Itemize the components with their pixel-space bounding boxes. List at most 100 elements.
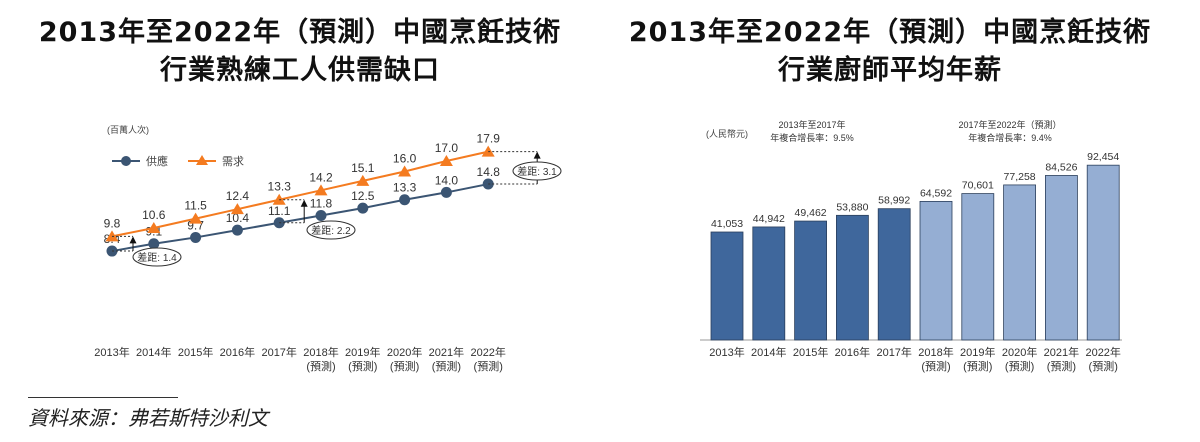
cagr-period: 2017年至2022年（預測） xyxy=(958,119,1061,130)
data-label-demand: 9.8 xyxy=(104,216,121,230)
bar xyxy=(877,208,911,341)
x-tick-label: 2015年 xyxy=(793,345,828,359)
bar-value-label: 64,592 xyxy=(920,187,952,199)
demand-point xyxy=(398,165,412,177)
bar xyxy=(752,226,786,341)
x-tick-label: 2021年 xyxy=(1044,345,1079,359)
source-note: 資料來源：弗若斯特沙利文 xyxy=(28,406,268,430)
right-title-line1: 2013年至2022年（預測）中國烹飪技術 xyxy=(628,17,1152,48)
x-tick-label: 2016年 xyxy=(835,345,870,359)
x-tick-label-forecast: (預測) xyxy=(963,359,992,373)
gap-arrow-head xyxy=(300,199,308,207)
demand-point xyxy=(230,203,244,215)
x-tick-label-forecast: (預測) xyxy=(390,359,419,373)
data-label-demand: 16.0 xyxy=(393,151,417,165)
x-tick-label: 2018年 xyxy=(918,345,953,359)
unit-label: (百萬人次) xyxy=(107,124,149,135)
x-tick-label: 2020年 xyxy=(387,345,422,359)
x-tick-label: 2022年 xyxy=(470,345,505,359)
cagr-period: 2013年至2017年 xyxy=(778,119,845,130)
x-tick-label: 2018年 xyxy=(303,345,338,359)
x-tick-label: 2013年 xyxy=(709,345,744,359)
gap-label: 差距: 1.4 xyxy=(137,251,177,264)
x-tick-label-forecast: (預測) xyxy=(1005,359,1034,373)
gap-label: 差距: 2.2 xyxy=(311,224,351,237)
gap-ellipse xyxy=(512,161,562,181)
legend-demand-label: 需求 xyxy=(222,155,244,168)
left-title-line2: 行業熟練工人供需缺口 xyxy=(160,55,440,86)
gap-arrow-head xyxy=(129,236,137,244)
footer-divider xyxy=(28,397,178,398)
supply-point xyxy=(440,186,452,198)
series-line-supply xyxy=(111,183,489,253)
x-tick-label: 2014年 xyxy=(751,345,786,359)
data-label-supply: 13.3 xyxy=(393,181,417,195)
gap-label: 差距: 3.1 xyxy=(517,165,557,178)
bar xyxy=(919,200,953,341)
bar-value-label: 77,258 xyxy=(1004,171,1036,183)
supply-point xyxy=(231,224,243,236)
bar-value-label: 53,880 xyxy=(836,201,868,213)
demand-point xyxy=(439,155,453,167)
x-tick-label: 2013年 xyxy=(94,345,129,359)
bar xyxy=(836,214,869,341)
series-line-demand xyxy=(111,150,489,238)
x-tick-label-forecast: (預測) xyxy=(1047,359,1076,373)
data-label-supply: 10.4 xyxy=(226,211,250,225)
right-chart-title: 2013年至2022年（預測）中國烹飪技術 行業廚師平均年薪 xyxy=(610,14,1170,90)
bar-value-label: 70,601 xyxy=(962,180,994,192)
supply-point xyxy=(148,238,160,250)
x-tick-label: 2021年 xyxy=(429,345,464,359)
bar-value-label: 44,942 xyxy=(753,213,785,225)
x-tick-label: 2014年 xyxy=(136,345,171,359)
legend-supply-label: 供應 xyxy=(146,154,168,168)
data-label-demand: 17.0 xyxy=(435,141,459,155)
demand-point xyxy=(356,174,370,186)
x-tick-label-forecast: (預測) xyxy=(474,359,503,373)
x-tick-label-forecast: (預測) xyxy=(1089,359,1118,373)
bar xyxy=(794,220,827,341)
x-tick-label: 2017年 xyxy=(261,345,296,359)
demand-point xyxy=(189,212,203,224)
supply-point xyxy=(399,194,411,206)
data-label-supply: 12.5 xyxy=(351,189,375,203)
gap-arrow-head xyxy=(533,151,541,159)
data-label-demand: 13.3 xyxy=(268,180,292,194)
data-label-demand: 17.9 xyxy=(477,132,501,146)
bar-value-label: 58,992 xyxy=(878,195,910,207)
gap-ellipse xyxy=(306,220,356,240)
bar-value-label: 92,454 xyxy=(1087,151,1119,163)
bar-value-label: 49,462 xyxy=(795,207,827,219)
x-tick-label-forecast: (預測) xyxy=(306,359,335,373)
bar xyxy=(1086,164,1120,341)
legend-demand-marker xyxy=(196,155,208,165)
x-tick-label-forecast: (預測) xyxy=(921,359,950,373)
data-label-supply: 11.1 xyxy=(268,204,291,218)
x-tick-label: 2020年 xyxy=(1002,345,1037,359)
right-title-line2: 行業廚師平均年薪 xyxy=(778,55,1002,86)
data-label-supply: 11.8 xyxy=(310,196,333,210)
cagr-rate: 年複合增長率：9.4% xyxy=(968,132,1052,143)
demand-point xyxy=(314,184,328,196)
data-label-supply: 14.8 xyxy=(477,165,501,179)
cagr-rate: 年複合增長率：9.5% xyxy=(770,132,854,143)
legend-supply-marker xyxy=(121,156,131,166)
data-label-demand: 10.6 xyxy=(142,208,166,222)
bar xyxy=(710,231,744,341)
x-tick-label-forecast: (預測) xyxy=(348,359,377,373)
bar xyxy=(1003,184,1036,341)
x-tick-label: 2019年 xyxy=(960,345,995,359)
x-tick-label-forecast: (預測) xyxy=(432,359,461,373)
demand-point xyxy=(147,222,161,234)
x-tick-label: 2019年 xyxy=(345,345,380,359)
bar-value-label: 84,526 xyxy=(1045,161,1077,173)
supply-point xyxy=(190,231,202,243)
data-label-demand: 15.1 xyxy=(351,161,375,175)
data-label-demand: 12.4 xyxy=(226,189,250,203)
gap-ellipse xyxy=(132,247,182,267)
left-title-line1: 2013年至2022年（預測）中國烹飪技術 xyxy=(38,17,562,48)
unit-label: (人民幣元) xyxy=(706,128,748,139)
left-chart-title: 2013年至2022年（預測）中國烹飪技術 行業熟練工人供需缺口 xyxy=(20,14,580,90)
data-label-demand: 11.5 xyxy=(184,199,207,213)
